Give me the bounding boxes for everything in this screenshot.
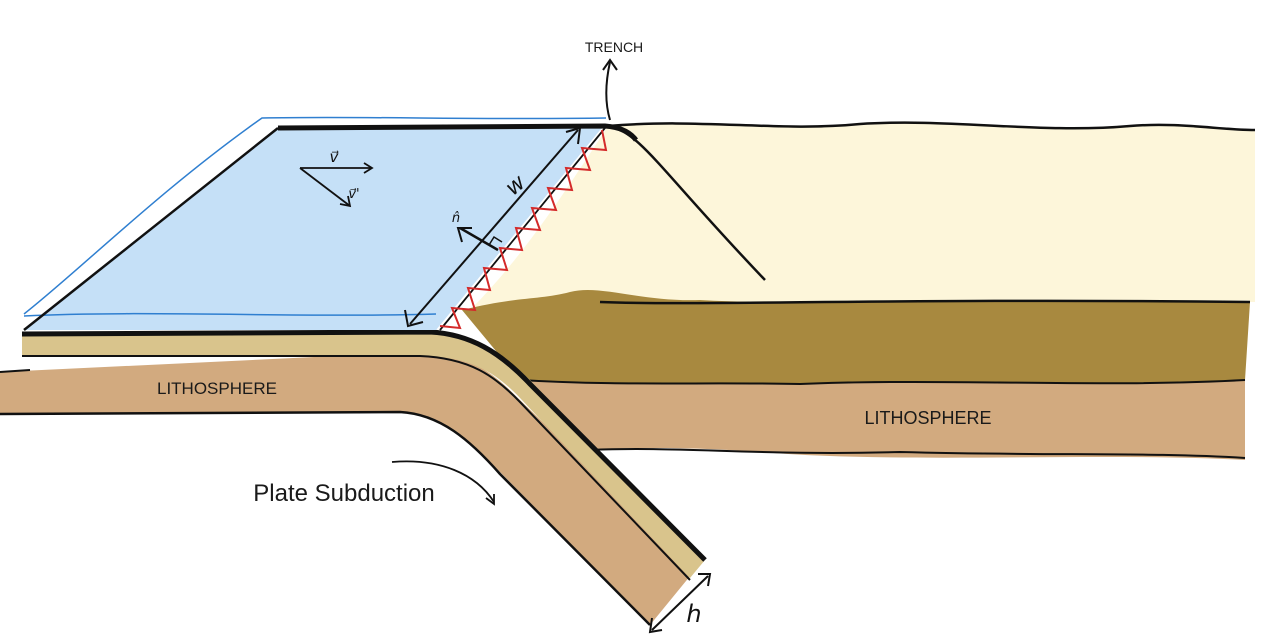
normal-vector-arrow bbox=[456, 226, 503, 252]
width-dimension-arrow bbox=[404, 126, 582, 328]
litho-right-top-line bbox=[519, 379, 1246, 386]
ocean-surface bbox=[24, 124, 605, 330]
trench-pointer-arrow bbox=[602, 58, 618, 121]
oceanic-crust bbox=[22, 332, 705, 578]
slab-bottom-outline bbox=[0, 410, 651, 626]
fault-zigzag bbox=[439, 129, 608, 330]
sediment-layer bbox=[462, 289, 1250, 386]
ocean-top-edge bbox=[277, 123, 638, 142]
ocean-edge-back bbox=[23, 116, 607, 315]
plate-subduction-label: Plate Subduction bbox=[253, 480, 434, 507]
lithosphere-right bbox=[520, 380, 1245, 460]
thickness-dimension-arrow bbox=[648, 573, 712, 634]
crust-bottom-line bbox=[22, 355, 691, 581]
trench-label: TRENCH bbox=[585, 39, 643, 55]
subduction-direction-arrow bbox=[391, 460, 495, 506]
ocean-left-edge bbox=[23, 127, 279, 331]
litho-right-bottom-line bbox=[589, 448, 1246, 459]
slab-top-outline bbox=[21, 329, 707, 562]
ocean-edge-front bbox=[23, 312, 437, 317]
velocity-symbol: v⃗ bbox=[330, 148, 340, 166]
normal-symbol: n̂ bbox=[452, 211, 460, 226]
upper-plate-surface bbox=[470, 122, 1255, 310]
upper-plate-top-line bbox=[607, 121, 1256, 132]
thickness-symbol: h bbox=[686, 600, 701, 628]
lithosphere-left-label: LITHOSPHERE bbox=[157, 379, 277, 398]
lithosphere-left bbox=[0, 351, 695, 625]
velocity-prime-symbol: v⃗' bbox=[348, 187, 359, 202]
lithosphere-right-label: LITHOSPHERE bbox=[864, 408, 991, 428]
litho-left-top-line bbox=[0, 369, 31, 373]
velocity-vectors bbox=[299, 162, 374, 208]
sediment-top-line bbox=[599, 299, 1251, 305]
